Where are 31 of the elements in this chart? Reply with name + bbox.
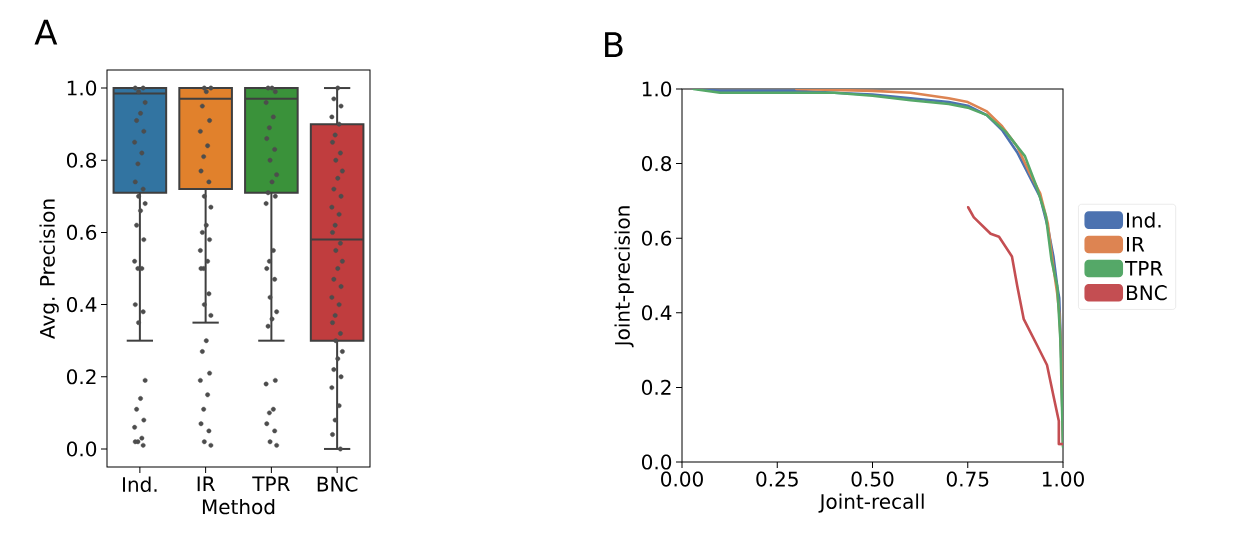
y-tick-label: 0.2 [641,379,671,395]
legend-label: TPR [1124,261,1163,276]
x-tick-label: 1.00 [1042,471,1084,487]
x-tick-label: 0.25 [756,471,798,487]
y-tick-label: 0.0 [66,441,97,457]
y-tick-label: 0.4 [66,297,97,313]
x-tick-label: 0.00 [661,471,703,487]
legend-label: Ind. [1127,212,1161,228]
legend-label: BNC [1127,285,1167,301]
chart-title: A [34,19,58,45]
y-tick-label: 0.6 [641,230,672,246]
y-tick-label: 1.0 [67,80,97,96]
y-tick-label: 0.8 [66,152,97,168]
y-tick-label: 0.0 [641,454,672,470]
chart-title: B [605,32,623,58]
x-tick-label: BNC [317,476,358,492]
x-tick-label: 0.75 [946,471,989,487]
x-tick-label: 0.50 [851,471,894,487]
x-tick-label: TPR [252,476,290,492]
y-axis-title: Avg. Precision [39,199,59,339]
y-tick-label: 0.4 [641,305,672,321]
y-tick-label: 1.0 [642,81,672,97]
y-tick-label: 0.6 [66,224,97,240]
legend-label: IR [1127,236,1145,252]
x-tick-label: IR [197,476,215,492]
y-axis-title: Joint-precision [614,206,634,348]
y-tick-label: 0.8 [641,156,672,172]
x-tick-label: Ind. [123,476,157,493]
y-tick-label: 0.2 [66,369,96,385]
x-axis-title: Method [202,498,275,515]
x-axis-title: Joint-recall [818,493,924,513]
